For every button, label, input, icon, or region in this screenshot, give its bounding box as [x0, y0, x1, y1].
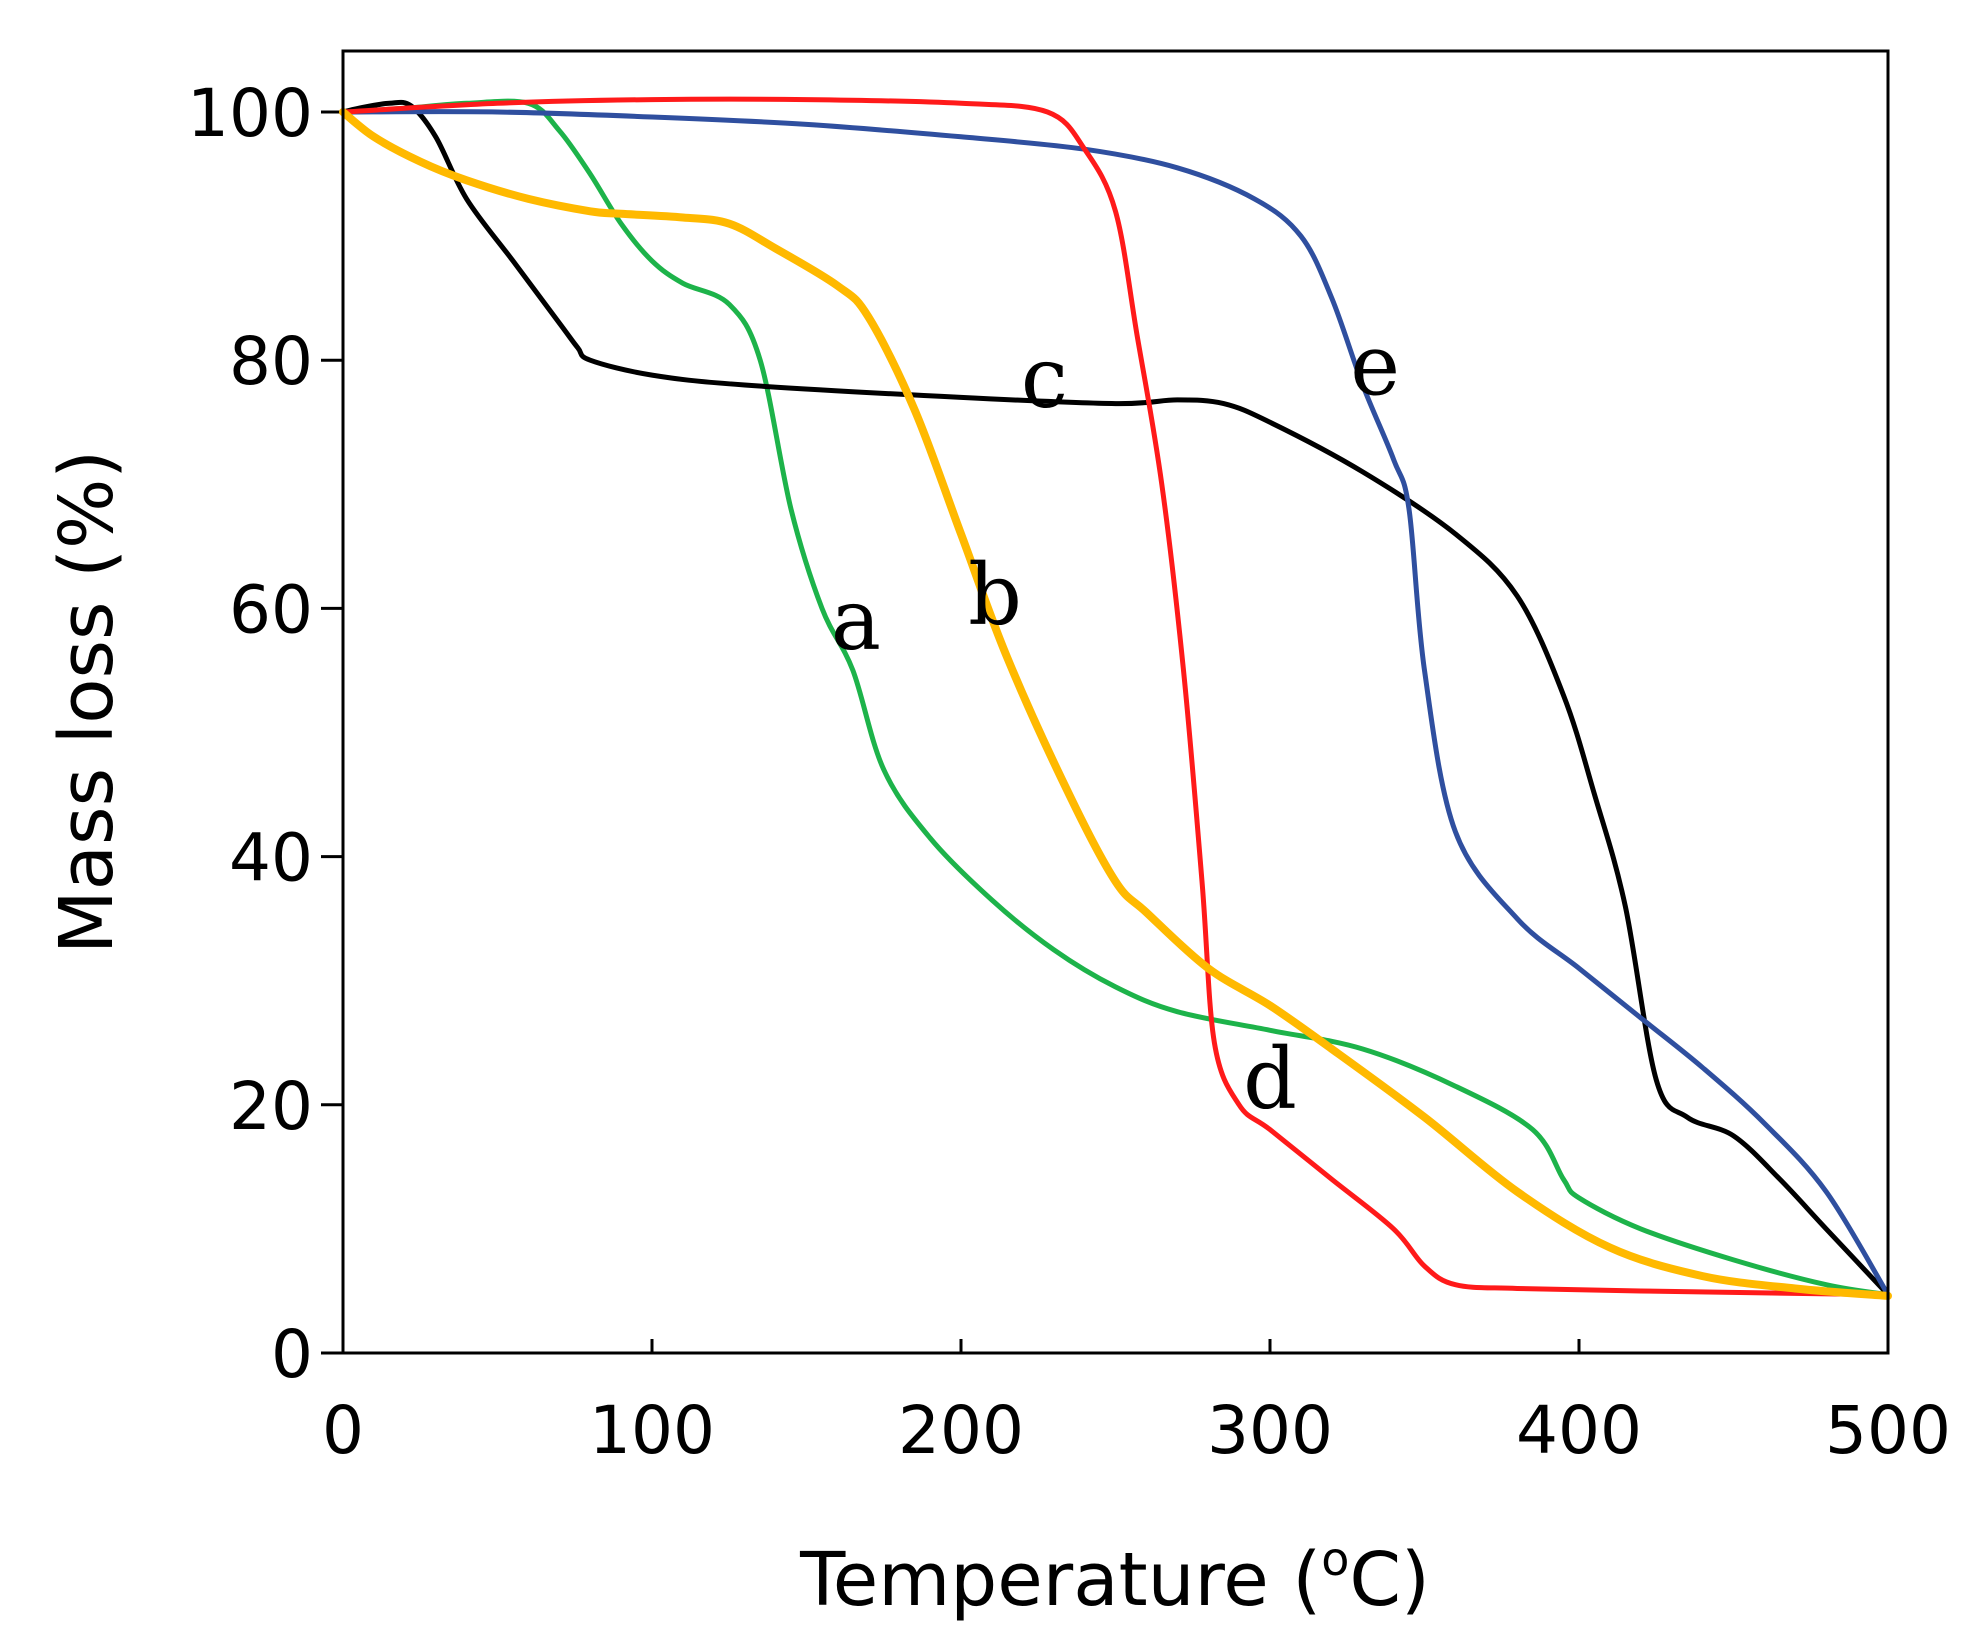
y-tick-label: 40 — [229, 820, 313, 897]
labels-layer: a b c d e — [831, 316, 1400, 1128]
y-tick-label: 0 — [271, 1316, 313, 1393]
x-axis-title-degree: o — [1321, 1532, 1349, 1586]
series-line-d — [340, 96, 1891, 1298]
y-tick-label: 20 — [229, 1068, 313, 1145]
series-label-c: c — [1021, 329, 1068, 427]
ticks-layer: 0 100 200 300 400 500 0 20 40 60 80 100 — [187, 75, 1951, 1469]
x-axis-title-main: Temperature ( — [799, 1537, 1321, 1623]
curves-layer — [339, 96, 1892, 1300]
series-label-b: b — [968, 546, 1022, 644]
x-tick-label: 500 — [1825, 1392, 1951, 1469]
y-tick-label: 60 — [229, 571, 313, 648]
y-tick-label: 100 — [187, 75, 313, 152]
x-tick-label: 300 — [1207, 1392, 1333, 1469]
x-tick-label: 100 — [589, 1392, 715, 1469]
series-label-d: d — [1243, 1030, 1297, 1128]
x-axis-title-unit: C) — [1349, 1537, 1430, 1623]
series-line-c — [340, 99, 1891, 1298]
series-label-a: a — [831, 571, 881, 669]
series-line-a — [340, 98, 1891, 1298]
x-tick-label: 200 — [898, 1392, 1024, 1469]
series-line-e — [340, 109, 1891, 1298]
x-tick-label: 400 — [1516, 1392, 1642, 1469]
x-tick-label: 0 — [322, 1392, 364, 1469]
plot-frame — [341, 49, 1890, 1355]
y-tick-label: 80 — [229, 323, 313, 400]
x-axis-title: Temperature (oC) — [799, 1532, 1430, 1623]
series-label-e: e — [1350, 316, 1400, 414]
series-line-b — [339, 108, 1892, 1300]
y-axis-title: Mass loss (%) — [44, 450, 130, 954]
